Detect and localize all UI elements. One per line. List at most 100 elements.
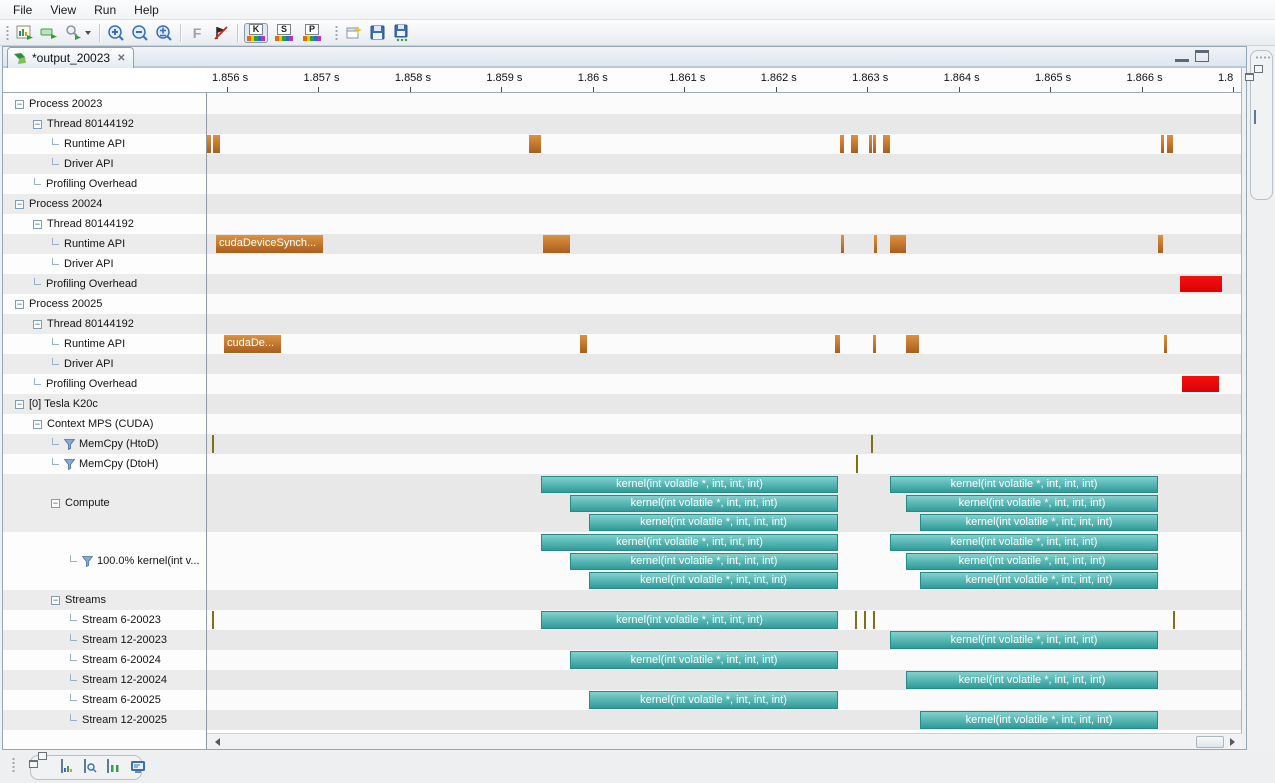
- timeline-row[interactable]: [207, 134, 1241, 154]
- timeline-bar-kernel[interactable]: kernel(int volatile *, int, int, int): [589, 514, 838, 531]
- collapse-icon[interactable]: −: [15, 200, 24, 209]
- tree-row[interactable]: Stream 6-20025: [3, 690, 206, 710]
- timeline-row[interactable]: [207, 194, 1241, 214]
- timeline-bar-api[interactable]: [1161, 135, 1164, 153]
- timeline-bar-api[interactable]: [874, 235, 877, 253]
- coloring-k-button[interactable]: K: [244, 23, 268, 43]
- timeline-row[interactable]: kernel(int volatile *, int, int, int): [207, 650, 1241, 670]
- timeline-bar-api[interactable]: [883, 135, 890, 153]
- timeline-row[interactable]: kernel(int volatile *, int, int, int): [207, 610, 1241, 630]
- timeline-row[interactable]: [207, 214, 1241, 234]
- timeline-bar-kernel[interactable]: kernel(int volatile *, int, int, int): [906, 495, 1158, 512]
- tree-row[interactable]: Driver API: [3, 254, 206, 274]
- tree-row[interactable]: MemCpy (DtoH): [3, 454, 206, 474]
- timeline-bar-overhead[interactable]: [1182, 376, 1219, 392]
- tree-row[interactable]: −Context MPS (CUDA): [3, 414, 206, 434]
- horizontal-scrollbar[interactable]: [207, 733, 1242, 749]
- timeline-bar-kernel[interactable]: kernel(int volatile *, int, int, int): [570, 651, 838, 669]
- timeline-row[interactable]: kernel(int volatile *, int, int, int) ker…: [207, 532, 1241, 590]
- maximize-icon[interactable]: [1195, 50, 1209, 62]
- timeline-bar-api[interactable]: [1164, 335, 1167, 353]
- collapse-icon[interactable]: −: [51, 596, 60, 605]
- timeline-bar-kernel[interactable]: kernel(int volatile *, int, int, int): [541, 611, 838, 629]
- toolbar-grip[interactable]: [5, 25, 10, 41]
- tree-row[interactable]: MemCpy (HtoD): [3, 434, 206, 454]
- zoom-fit-icon[interactable]: [154, 23, 174, 43]
- timeline-row[interactable]: [207, 254, 1241, 274]
- timeline-bar-tick[interactable]: [856, 455, 858, 473]
- dropdown-arrow-icon[interactable]: [85, 31, 91, 38]
- timeline-row[interactable]: [207, 374, 1241, 394]
- timeline-bar-api[interactable]: [851, 135, 858, 153]
- coloring-s-button[interactable]: S: [272, 23, 296, 43]
- tree-row[interactable]: −Process 20024: [3, 194, 206, 214]
- zoom-in-icon[interactable]: [106, 23, 126, 43]
- collapse-icon[interactable]: −: [15, 100, 24, 109]
- timeline-row[interactable]: kernel(int volatile *, int, int, int): [207, 630, 1241, 650]
- timeline-row[interactable]: [207, 314, 1241, 334]
- timeline-bar-tick[interactable]: [1173, 611, 1175, 629]
- timeline-row[interactable]: [207, 154, 1241, 174]
- timeline-canvas[interactable]: cudaDeviceSynch... cudaDe... kernel(int vo…: [207, 93, 1242, 733]
- timeline-row[interactable]: [207, 94, 1241, 114]
- timeline-bar-api[interactable]: [529, 135, 541, 153]
- tree-row[interactable]: Runtime API: [3, 134, 206, 154]
- timeline-bar-overhead[interactable]: [1180, 276, 1222, 292]
- timeline-row[interactable]: [207, 454, 1241, 474]
- timeline-bar-tick[interactable]: [212, 611, 214, 629]
- timeline-bar-api[interactable]: [580, 335, 587, 353]
- timeline-row[interactable]: cudaDe...: [207, 334, 1241, 354]
- magnifier-run-icon[interactable]: [63, 23, 83, 43]
- timeline-bar-kernel[interactable]: kernel(int volatile *, int, int, int): [541, 534, 838, 551]
- timeline-bar-kernel[interactable]: kernel(int volatile *, int, int, int): [906, 553, 1158, 570]
- collapse-icon[interactable]: −: [33, 320, 42, 329]
- collapse-icon[interactable]: −: [15, 400, 24, 409]
- menu-help[interactable]: Help: [125, 1, 168, 19]
- coloring-p-button[interactable]: P: [300, 23, 324, 43]
- collapse-icon[interactable]: −: [51, 499, 60, 508]
- zoom-out-icon[interactable]: [130, 23, 150, 43]
- collapse-icon[interactable]: −: [33, 420, 42, 429]
- timeline-bar-api[interactable]: cudaDeviceSynch...: [216, 235, 323, 253]
- console-view-icon[interactable]: [130, 760, 147, 775]
- save-icon[interactable]: [368, 23, 388, 43]
- tree-row[interactable]: −Process 20023: [3, 94, 206, 114]
- tree-row[interactable]: Stream 12-20024: [3, 670, 206, 690]
- timeline-bar-tick[interactable]: [871, 435, 873, 453]
- scroll-right-arrow[interactable]: [1226, 734, 1242, 749]
- timeline-bar-kernel[interactable]: kernel(int volatile *, int, int, int): [890, 534, 1158, 551]
- timeline-row[interactable]: [207, 174, 1241, 194]
- timeline-row[interactable]: [207, 294, 1241, 314]
- timeline-bar-kernel[interactable]: kernel(int volatile *, int, int, int): [890, 476, 1158, 493]
- timeline-row[interactable]: [207, 394, 1241, 414]
- segment-run-icon[interactable]: [39, 23, 59, 43]
- tree-row[interactable]: Profiling Overhead: [3, 174, 206, 194]
- timeline-bar-kernel[interactable]: kernel(int volatile *, int, int, int): [920, 514, 1158, 531]
- timeline-bar-kernel[interactable]: kernel(int volatile *, int, int, int): [920, 711, 1158, 729]
- timeline-row[interactable]: cudaDeviceSynch...: [207, 234, 1241, 254]
- timeline-bar-api[interactable]: [1167, 135, 1173, 153]
- timeline-row[interactable]: kernel(int volatile *, int, int, int): [207, 670, 1241, 690]
- tree-row[interactable]: Runtime API: [3, 334, 206, 354]
- close-icon[interactable]: ✕: [115, 53, 127, 64]
- scroll-left-arrow[interactable]: [207, 734, 223, 749]
- tree-row[interactable]: −Streams: [3, 590, 206, 610]
- timeline-bar-api[interactable]: [873, 135, 876, 153]
- timeline-bar-tick[interactable]: [873, 611, 875, 629]
- timeline-bar-tick[interactable]: [212, 435, 214, 453]
- timeline-bar-api[interactable]: [207, 135, 211, 153]
- menu-run[interactable]: Run: [85, 1, 125, 19]
- timeline-bar-kernel[interactable]: kernel(int volatile *, int, int, int): [541, 476, 838, 493]
- letter-f-icon[interactable]: F: [187, 23, 207, 43]
- collapse-icon[interactable]: −: [15, 300, 24, 309]
- timeline-bar-api[interactable]: [213, 135, 220, 153]
- tree-row[interactable]: −[0] Tesla K20c: [3, 394, 206, 414]
- tree-row[interactable]: Stream 12-20023: [3, 630, 206, 650]
- timeline-row[interactable]: kernel(int volatile *, int, int, int): [207, 710, 1241, 730]
- tree-row[interactable]: Stream 6-20023: [3, 610, 206, 630]
- timeline-bar-api[interactable]: [841, 235, 844, 253]
- tree-row[interactable]: −Thread 80144192: [3, 114, 206, 134]
- time-ruler[interactable]: 1.856 s1.857 s1.858 s1.859 s1.86 s1.861 …: [207, 68, 1242, 93]
- tree-row[interactable]: Driver API: [3, 354, 206, 374]
- details-view-icon[interactable]: [107, 760, 124, 775]
